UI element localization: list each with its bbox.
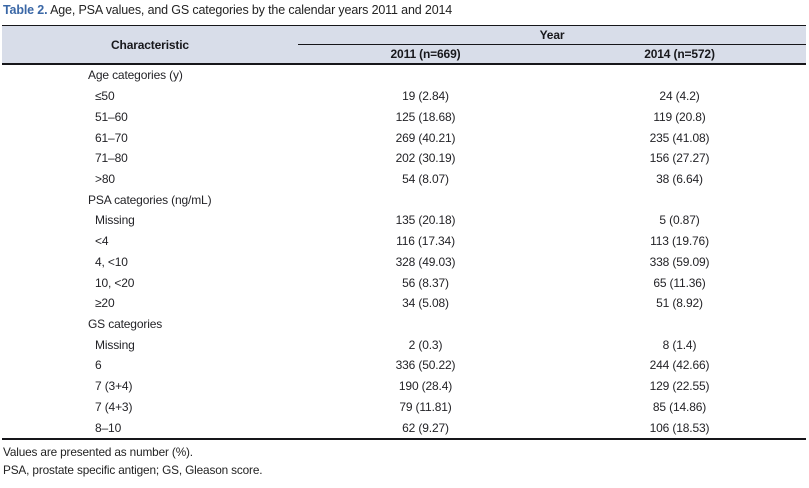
value-2014-cell: 38 (6.64) [656, 171, 703, 186]
table-row: 6 336 (50.22) 244 (42.66) [2, 355, 806, 376]
table-row: 10, <20 56 (8.37) 65 (11.36) [2, 272, 806, 293]
table-caption: Age, PSA values, and GS categories by th… [50, 3, 453, 17]
value-2011-cell: 202 (30.19) [395, 151, 456, 166]
characteristic-cell: ≤50 [95, 89, 115, 104]
value-2014-cell: 119 (20.8) [653, 109, 706, 124]
value-2011-cell: 190 (28.4) [398, 379, 453, 394]
value-2011-cell: 336 (50.22) [395, 358, 456, 373]
characteristic-cell: >80 [95, 171, 115, 186]
characteristic-cell: ≥20 [95, 296, 115, 311]
table-row: ≤50 19 (2.84) 24 (4.2) [2, 86, 806, 107]
value-2014-cell: 235 (41.08) [649, 130, 710, 145]
value-2011-cell: 116 (17.34) [396, 234, 455, 249]
value-2014-cell: 129 (22.55) [649, 379, 710, 394]
characteristic-cell: <4 [95, 234, 109, 249]
value-2011-cell: 125 (18.68) [395, 109, 456, 124]
value-2011-cell: 19 (2.84) [402, 89, 449, 104]
table-body: Age categories (y) ≤50 19 (2.84) 24 (4.2… [2, 65, 806, 440]
table-row: Age categories (y) [2, 65, 806, 86]
table-title: Table 2. Age, PSA values, and GS categor… [3, 3, 803, 17]
value-2014-cell: 51 (8.92) [656, 296, 703, 311]
value-2011-cell: 56 (8.37) [402, 275, 449, 290]
table-row: ≥20 34 (5.08) 51 (8.92) [2, 293, 806, 314]
characteristic-cell: Missing [95, 337, 135, 352]
table-row: 71–80 202 (30.19) 156 (27.27) [2, 148, 806, 169]
characteristic-cell: GS categories [88, 316, 163, 331]
table-row: <4 116 (17.34) 113 (19.76) [2, 231, 806, 252]
value-2014-cell: 5 (0.87) [659, 213, 700, 228]
value-2014-cell: 65 (11.36) [653, 275, 706, 290]
header-year-group: Year 2011 (n=669) 2014 (n=572) [298, 26, 806, 63]
header-year-columns: 2011 (n=669) 2014 (n=572) [298, 45, 806, 63]
characteristic-cell: 61–70 [95, 130, 128, 145]
footnote-values: Values are presented as number (%). [3, 445, 193, 459]
value-2011-cell: 54 (8.07) [402, 171, 449, 186]
value-2011-cell: 135 (20.18) [395, 213, 456, 228]
table-row: >80 54 (8.07) 38 (6.64) [2, 169, 806, 190]
characteristic-cell: Age categories (y) [88, 68, 183, 83]
data-table: Characteristic Year 2011 (n=669) 2014 (n… [2, 25, 806, 440]
value-2014-cell: 244 (42.66) [649, 358, 710, 373]
table-row: 8–10 62 (9.27) 106 (18.53) [2, 417, 806, 438]
table-row: PSA categories (ng/mL) [2, 189, 806, 210]
table-row: Missing 135 (20.18) 5 (0.87) [2, 210, 806, 231]
characteristic-cell: 10, <20 [95, 275, 135, 290]
value-2014-cell: 338 (59.09) [649, 254, 710, 269]
characteristic-cell: 7 (4+3) [95, 399, 133, 414]
header-year-label: Year [298, 26, 806, 46]
value-2014-cell: 113 (19.76) [650, 234, 709, 249]
header-column-2011: 2011 (n=669) [390, 47, 461, 62]
table-footnotes: Values are presented as number (%). PSA,… [3, 444, 263, 479]
value-2011-cell: 269 (40.21) [395, 130, 456, 145]
characteristic-cell: 71–80 [95, 151, 128, 166]
characteristic-cell: Missing [95, 213, 135, 228]
characteristic-cell: 7 (3+4) [95, 379, 133, 394]
table-row: 4, <10 328 (49.03) 338 (59.09) [2, 251, 806, 272]
characteristic-cell: 4, <10 [95, 254, 128, 269]
value-2011-cell: 328 (49.03) [395, 254, 456, 269]
header-column-2014: 2014 (n=572) [644, 47, 715, 62]
value-2014-cell: 8 (1.4) [662, 337, 697, 352]
characteristic-cell: PSA categories (ng/mL) [88, 192, 212, 207]
value-2011-cell: 62 (9.27) [402, 420, 449, 435]
table-row: 51–60 125 (18.68) 119 (20.8) [2, 106, 806, 127]
value-2011-cell: 79 (11.81) [399, 399, 452, 414]
table-number-label: Table 2. [3, 3, 48, 17]
value-2014-cell: 24 (4.2) [659, 89, 700, 104]
table-header: Characteristic Year 2011 (n=669) 2014 (n… [2, 25, 806, 65]
table-row: 7 (4+3) 79 (11.81) 85 (14.86) [2, 397, 806, 418]
value-2014-cell: 85 (14.86) [652, 399, 707, 414]
footnote-abbreviations: PSA, prostate specific antigen; GS, Glea… [3, 462, 263, 477]
value-2011-cell: 34 (5.08) [402, 296, 449, 311]
characteristic-cell: 51–60 [95, 109, 128, 124]
table-row: GS categories [2, 314, 806, 335]
characteristic-cell: 6 [95, 358, 102, 373]
value-2014-cell: 156 (27.27) [649, 151, 710, 166]
table-row: 7 (3+4) 190 (28.4) 129 (22.55) [2, 376, 806, 397]
header-characteristic: Characteristic [111, 37, 189, 52]
characteristic-cell: 8–10 [95, 420, 122, 435]
value-2011-cell: 2 (0.3) [408, 337, 443, 352]
value-2014-cell: 106 (18.53) [649, 420, 710, 435]
table-row: 61–70 269 (40.21) 235 (41.08) [2, 127, 806, 148]
table-row: Missing 2 (0.3) 8 (1.4) [2, 334, 806, 355]
